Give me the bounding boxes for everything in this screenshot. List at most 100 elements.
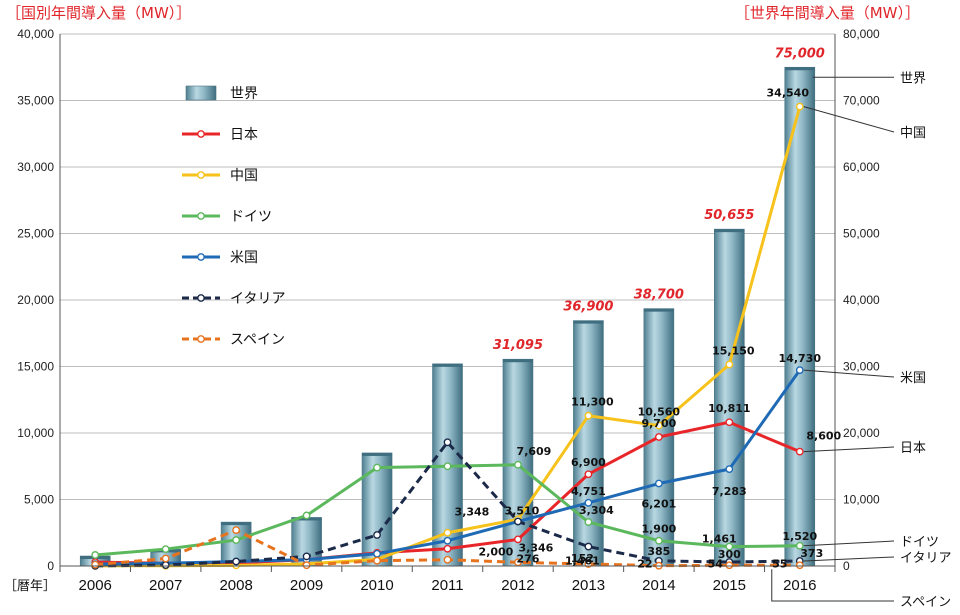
right-tick-label: 70,000 — [843, 94, 880, 108]
world-bar-cap — [573, 320, 604, 324]
x-tick-label: 2015 — [713, 577, 746, 594]
right-tick-label: 80,000 — [843, 27, 880, 41]
left-tick-label: 0 — [47, 559, 54, 573]
world-value-label: 31,095 — [493, 338, 543, 353]
series-point — [795, 102, 804, 111]
series-point — [795, 447, 804, 456]
series-value-label: 1,461 — [565, 555, 600, 568]
series-point — [161, 561, 170, 569]
right-axis-title: ［世界年間導入量（MW）］ — [734, 4, 920, 22]
x-tick-label: 2009 — [290, 577, 323, 594]
series-value-label: 300 — [718, 548, 741, 561]
series-value-label: 1,900 — [641, 523, 676, 536]
right-tick-label: 0 — [843, 559, 850, 573]
x-tick-label: 2008 — [219, 577, 252, 594]
series-point — [514, 460, 522, 469]
left-tick-label: 35,000 — [17, 94, 54, 108]
series-value-label: 54 — [708, 557, 724, 570]
axes: 0 0 5,000 10,000 10,000 20,000 15,000 30,000 20,… — [4, 27, 880, 594]
series-point — [654, 479, 663, 488]
series-point — [373, 463, 381, 472]
right-tick-label: 50,000 — [843, 227, 880, 241]
series-point — [725, 360, 734, 369]
series-value-label: 7,609 — [517, 445, 552, 458]
left-tick-label: 40,000 — [17, 27, 54, 41]
x-tick-label: 2011 — [431, 577, 463, 594]
series-line-4 — [95, 440, 800, 568]
series-value-label: 10,560 — [638, 406, 681, 419]
series-callout: 日本 — [900, 441, 926, 456]
x-tick-label: 2012 — [501, 577, 534, 594]
series-point — [302, 552, 311, 561]
series-point — [584, 542, 593, 551]
series-value-label: 14,730 — [779, 352, 822, 365]
right-tick-label: 30,000 — [843, 360, 880, 374]
series-callout-line — [803, 556, 895, 562]
grid — [60, 33, 835, 500]
series-point — [91, 560, 100, 569]
legend-swatch-point — [197, 171, 205, 179]
x-tick-label: 2016 — [783, 577, 816, 594]
world-value-label: 38,700 — [634, 288, 684, 303]
series-point — [725, 418, 734, 427]
left-axis-title: ［国別年間導入量（MW）］ — [6, 4, 192, 22]
series-point — [795, 366, 804, 374]
series-point — [795, 541, 804, 550]
series-value-label: 6,201 — [641, 498, 676, 511]
series-point — [161, 554, 170, 563]
world-value-label: 75,000 — [775, 46, 825, 61]
series-point — [443, 544, 452, 553]
series-value-label: 15,150 — [712, 345, 755, 358]
x-tick-label: 2014 — [642, 577, 675, 594]
right-tick-label: 10,000 — [843, 493, 880, 507]
legend-swatch-world — [185, 85, 217, 101]
series-point — [584, 411, 593, 420]
series-callout: ドイツ — [900, 535, 939, 550]
series-value-label: 1,461 — [702, 533, 737, 546]
world-callout: 世界 — [900, 71, 926, 86]
series-value-label: 3,510 — [505, 504, 540, 517]
right-tick-label: 40,000 — [843, 293, 880, 307]
series-point — [91, 551, 100, 559]
world-bar-cap — [784, 67, 815, 71]
series-value-label: 152 — [571, 552, 594, 565]
x-tick-label: 2013 — [572, 577, 605, 594]
series-point — [443, 536, 452, 545]
series-point — [443, 462, 452, 471]
legend-label: 中国 — [230, 168, 258, 184]
left-tick-label: 10,000 — [17, 426, 54, 440]
legend-label: スペイン — [230, 332, 285, 348]
series-value-label: 22 — [637, 558, 652, 571]
world-bar — [714, 228, 745, 567]
series-value-label: 3,346 — [519, 541, 554, 554]
series-callout-line — [803, 540, 895, 547]
world-bar-cap — [502, 359, 533, 363]
legend-label: ドイツ — [230, 209, 272, 225]
left-tick-label: 15,000 — [17, 360, 54, 374]
series-value-label: 1,520 — [782, 530, 817, 543]
world-bar-cap — [432, 363, 463, 367]
series-point — [302, 561, 311, 570]
series-callout-line — [771, 569, 894, 602]
series-point — [584, 498, 593, 507]
left-tick-label: 25,000 — [17, 227, 54, 241]
legend-label: 日本 — [230, 127, 258, 143]
legend-swatch-point — [197, 253, 205, 261]
series-value-label: 9,700 — [641, 417, 676, 430]
series-point — [514, 535, 522, 544]
world-value-label: 50,655 — [704, 208, 754, 223]
legend-swatch-point — [197, 130, 205, 138]
left-tick-label: 30,000 — [17, 160, 54, 174]
series-value-label: 7,283 — [712, 485, 747, 498]
series-value-label: 3,348 — [455, 505, 490, 518]
series-value-label: 34,540 — [767, 87, 810, 100]
world-bars — [79, 66, 816, 567]
world-bar — [361, 452, 393, 567]
x-tick-label: 2006 — [79, 577, 112, 594]
legend-swatch-point — [197, 212, 205, 220]
series-point — [232, 536, 241, 544]
series-point — [443, 438, 452, 447]
world-bar-cap — [362, 452, 393, 456]
series-point — [725, 542, 734, 551]
